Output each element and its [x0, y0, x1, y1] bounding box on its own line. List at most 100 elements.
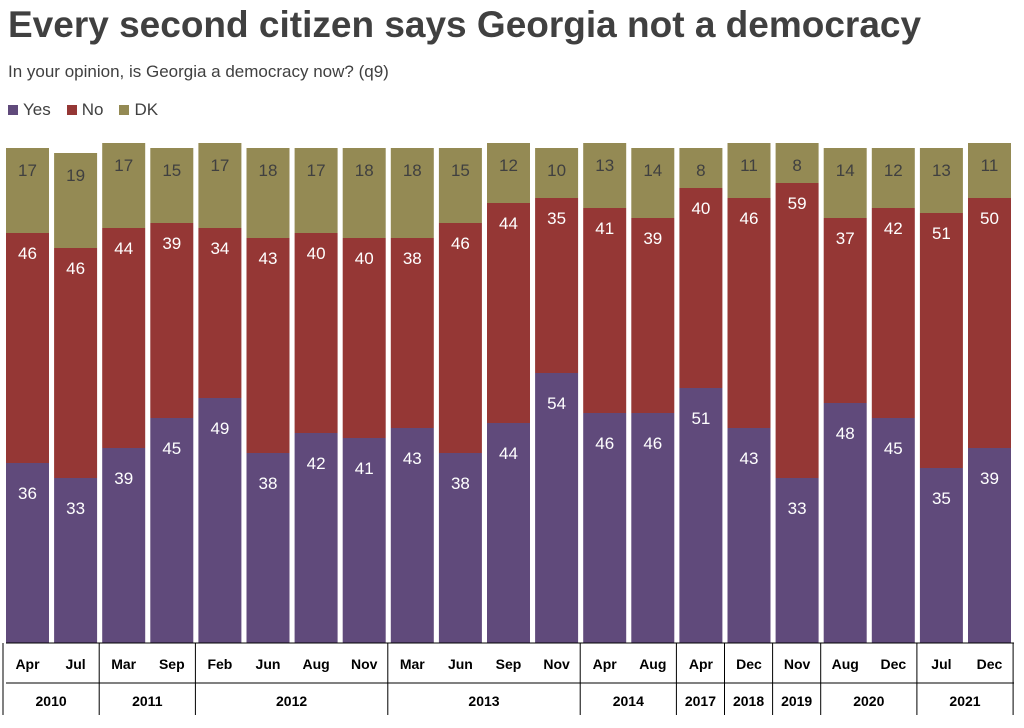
bar-yes-2 [102, 448, 146, 643]
bar-no-11 [535, 198, 579, 373]
x-tick-month-13: Aug [639, 656, 666, 672]
bar-dk-8 [390, 148, 434, 238]
bar-yes-19 [919, 468, 963, 643]
data-label-no-19: 51 [932, 224, 951, 243]
bar-dk-10 [487, 143, 530, 203]
legend-item-no: No [66, 100, 103, 120]
bar-yes-8 [390, 428, 434, 643]
data-label-yes-6: 42 [307, 454, 326, 473]
chart-subtitle: In your opinion, is Georgia a democracy … [8, 62, 389, 81]
data-label-yes-7: 41 [355, 459, 374, 478]
data-label-no-3: 39 [162, 234, 181, 253]
legend-item-dk: DK [119, 100, 158, 120]
x-tick-month-19: Jul [931, 656, 951, 672]
data-label-no-12: 41 [595, 219, 614, 238]
data-label-yes-9: 38 [451, 474, 470, 493]
bar-dk-9 [438, 148, 482, 223]
data-label-no-11: 35 [547, 209, 566, 228]
data-label-dk-3: 15 [162, 161, 181, 180]
data-label-dk-13: 14 [643, 161, 662, 180]
data-label-yes-15: 43 [740, 449, 759, 468]
x-tick-month-10: Sep [496, 656, 522, 672]
bar-no-5 [246, 238, 290, 453]
data-label-yes-2: 39 [114, 469, 133, 488]
bar-dk-17 [823, 148, 867, 218]
bar-dk-14 [679, 148, 723, 188]
x-tick-year-2011: 2011 [132, 693, 163, 709]
bar-yes-16 [775, 478, 819, 643]
bar-yes-18 [871, 418, 915, 643]
data-label-yes-4: 49 [210, 419, 229, 438]
x-tick-month-16: Nov [784, 656, 811, 672]
bar-yes-14 [679, 388, 723, 643]
legend: Yes No DK [8, 100, 158, 120]
x-tick-month-18: Dec [880, 656, 906, 672]
bar-no-8 [390, 238, 434, 428]
x-tick-month-3: Sep [159, 656, 185, 672]
x-tick-month-11: Nov [543, 656, 570, 672]
bar-no-1 [54, 248, 98, 478]
bar-no-17 [823, 218, 867, 403]
x-tick-year-2019: 2019 [781, 693, 812, 709]
data-label-no-9: 46 [451, 234, 470, 253]
x-tick-month-9: Jun [448, 656, 473, 672]
data-label-dk-2: 17 [114, 156, 133, 175]
bar-yes-11 [535, 373, 579, 643]
data-label-dk-6: 17 [307, 161, 326, 180]
data-label-yes-11: 54 [547, 394, 566, 413]
legend-label-yes: Yes [23, 100, 51, 119]
bar-dk-16 [775, 143, 819, 183]
data-label-no-14: 40 [691, 199, 710, 218]
x-tick-year-2014: 2014 [613, 693, 644, 709]
data-label-yes-14: 51 [691, 409, 710, 428]
bar-yes-10 [487, 423, 530, 643]
data-label-dk-15: 11 [740, 156, 758, 175]
data-label-dk-5: 18 [259, 161, 278, 180]
bar-yes-9 [438, 453, 482, 643]
chart-title: Every second citizen says Georgia not a … [8, 4, 922, 45]
bar-no-3 [150, 223, 194, 418]
x-tick-month-0: Apr [15, 656, 40, 672]
bar-yes-13 [631, 413, 675, 643]
data-label-no-0: 46 [18, 244, 37, 263]
data-label-dk-9: 15 [451, 161, 470, 180]
x-tick-month-20: Dec [977, 656, 1003, 672]
bar-yes-5 [246, 453, 290, 643]
data-label-dk-17: 14 [836, 161, 855, 180]
data-label-no-17: 37 [836, 229, 855, 248]
data-label-dk-20: 11 [981, 156, 999, 175]
data-label-yes-18: 45 [884, 439, 903, 458]
x-tick-year-2020: 2020 [853, 693, 884, 709]
data-label-dk-18: 12 [884, 161, 903, 180]
data-label-no-10: 44 [499, 214, 518, 233]
bar-no-10 [487, 203, 530, 423]
bar-dk-20 [968, 143, 1011, 198]
bar-yes-1 [54, 478, 98, 643]
bar-yes-15 [727, 428, 771, 643]
bar-yes-12 [583, 413, 627, 643]
bar-dk-18 [871, 148, 915, 208]
x-tick-year-2012: 2012 [276, 693, 307, 709]
data-label-dk-12: 13 [595, 156, 614, 175]
stacked-bar-chart: 36 46 17 Apr 33 46 19 Jul 39 44 17 Mar 45 39 15 Sep 49 34… [2, 143, 1014, 715]
bar-dk-7 [342, 148, 386, 238]
data-label-no-8: 38 [403, 249, 422, 268]
data-label-yes-19: 35 [932, 489, 951, 508]
x-tick-year-2013: 2013 [468, 693, 499, 709]
data-label-no-16: 59 [788, 194, 807, 213]
bar-yes-0 [6, 463, 49, 643]
data-label-dk-8: 18 [403, 161, 422, 180]
bar-dk-5 [246, 148, 290, 238]
x-tick-month-15: Dec [736, 656, 762, 672]
data-label-dk-7: 18 [355, 161, 374, 180]
bar-no-7 [342, 238, 386, 438]
bar-yes-6 [294, 433, 338, 643]
bar-no-6 [294, 233, 338, 433]
bar-no-20 [968, 198, 1011, 448]
x-tick-year-2021: 2021 [949, 693, 980, 709]
data-label-yes-12: 46 [595, 434, 614, 453]
bar-dk-1 [54, 153, 98, 248]
bar-no-16 [775, 183, 819, 478]
bar-dk-12 [583, 143, 627, 208]
bar-no-4 [198, 228, 242, 398]
